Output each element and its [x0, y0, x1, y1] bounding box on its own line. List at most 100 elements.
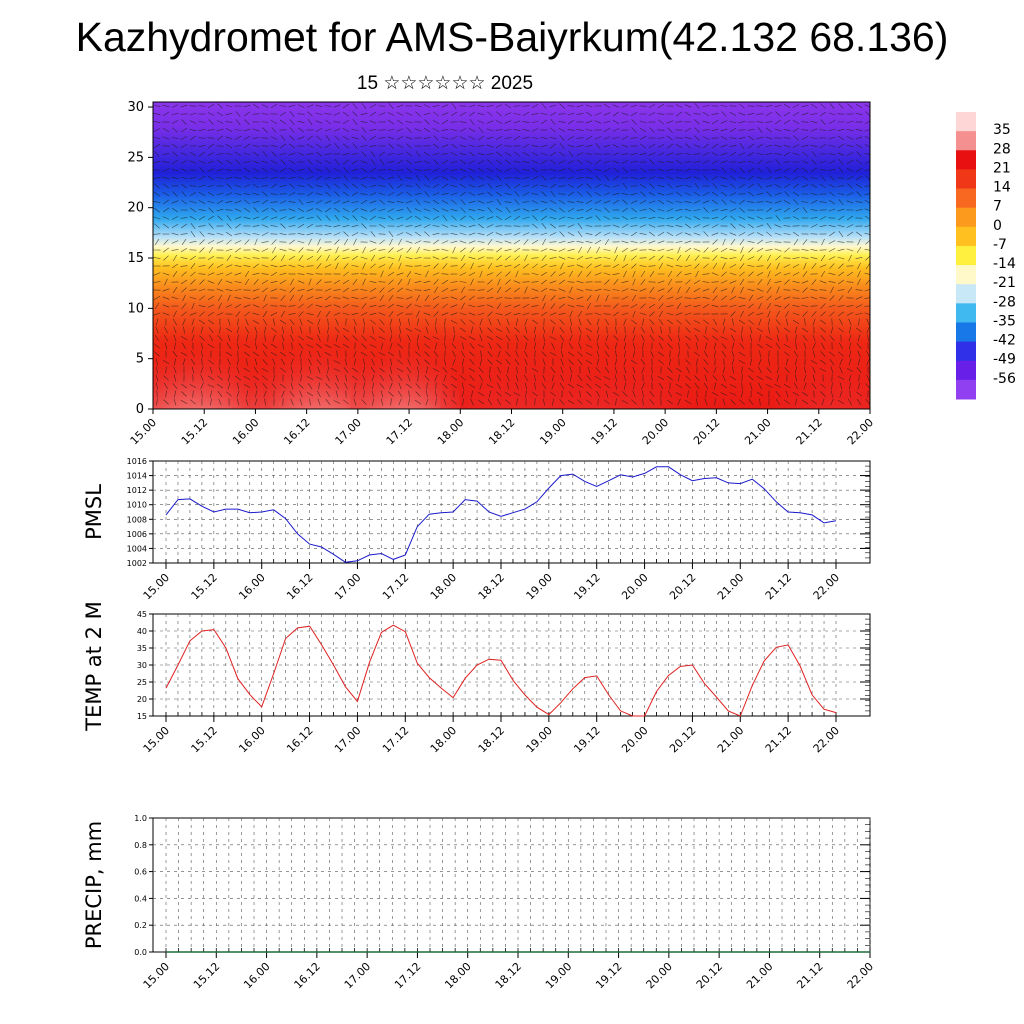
colorbar-label: -35 [993, 313, 1016, 329]
x-tick-label: 18.00 [428, 571, 459, 602]
y-tick-label: 20 [127, 201, 144, 216]
x-tick-label: 16.00 [236, 724, 267, 755]
x-tick-label: 20.12 [667, 724, 698, 755]
x-tick-label: 15.12 [191, 960, 222, 991]
x-tick-label: 20.00 [619, 724, 650, 755]
y-tick-label: 1014 [127, 472, 147, 481]
colorbar-swatch [956, 188, 976, 209]
x-tick-label: 19.00 [524, 571, 555, 602]
series-line [165, 624, 837, 717]
x-tick-label: 17.00 [332, 724, 363, 755]
y-tick-label: 1010 [127, 501, 147, 510]
colorbar-label: 21 [993, 160, 1011, 176]
y-tick-label: 1002 [127, 559, 147, 568]
x-tick-label: 20.00 [644, 960, 675, 991]
y-tick-label: 20 [137, 695, 147, 704]
colorbar-label: 7 [993, 199, 1002, 215]
series-line [165, 466, 837, 563]
x-tick-label: 15.00 [128, 416, 159, 447]
line-panel-2: 15 20 25 30 35 40 45 15.00 15.12 16.00 16.12 17.00 1… [82, 601, 871, 755]
colorbar-swatch [956, 245, 976, 266]
colorbar-swatch [956, 379, 976, 400]
y-axis-label: PMSL [82, 484, 106, 540]
y-tick-label: 1016 [127, 457, 147, 466]
x-tick-label: 18.12 [476, 571, 507, 602]
colorbar-label: 14 [993, 180, 1011, 196]
colorbar-label: -21 [993, 275, 1016, 291]
x-tick-label: 22.00 [811, 724, 842, 755]
x-tick-label: 15.12 [189, 724, 220, 755]
x-tick-label: 21.12 [763, 571, 794, 602]
colorbar-swatch [956, 341, 976, 362]
y-axis-label: PRECIP, mm [82, 821, 106, 949]
colorbar-swatch [956, 150, 976, 170]
colorbar-label: -42 [993, 333, 1016, 349]
x-tick-label: 21.00 [715, 724, 746, 755]
colorbar-swatch [956, 360, 976, 381]
x-tick-label: 19.12 [593, 960, 624, 991]
x-tick-label: 19.00 [543, 960, 574, 991]
x-tick-label: 22.00 [845, 416, 876, 447]
y-tick-label: 35 [137, 644, 147, 653]
colorbar-swatch [956, 226, 976, 247]
x-tick-label: 16.12 [284, 571, 315, 602]
colorbar-swatch [956, 322, 976, 343]
warm-core [350, 324, 460, 409]
x-tick-label: 16.00 [230, 416, 261, 447]
x-tick-label: 18.12 [486, 416, 517, 447]
x-tick-label: 19.12 [589, 416, 620, 447]
y-tick-label: 1004 [127, 544, 147, 553]
y-tick-label: 25 [127, 150, 144, 165]
x-tick-label: 16.12 [284, 724, 315, 755]
wind-barbs [153, 103, 870, 406]
colorbar-label: -56 [993, 371, 1016, 387]
x-tick-label: 15.00 [141, 960, 172, 991]
y-tick-label: 40 [137, 627, 147, 636]
x-tick-label: 21.12 [763, 724, 794, 755]
colorbar-swatch [956, 265, 976, 285]
y-tick-label: 15 [127, 251, 144, 266]
x-tick-label: 16.00 [236, 571, 267, 602]
x-tick-label: 17.00 [333, 416, 364, 447]
colorbar-label: -7 [993, 237, 1007, 253]
x-tick-label: 16.00 [241, 960, 272, 991]
x-tick-label: 20.00 [619, 571, 650, 602]
y-tick-label: 5 [136, 352, 144, 367]
panel-frame [152, 817, 871, 953]
x-tick-label: 18.00 [442, 960, 473, 991]
x-tick-label: 20.12 [691, 416, 722, 447]
warm-core [550, 324, 690, 409]
colorbar-label: -14 [993, 256, 1016, 272]
y-tick-label: 30 [127, 100, 144, 115]
x-tick-label: 18.00 [428, 724, 459, 755]
x-tick-label: 17.12 [384, 416, 415, 447]
colorbar-swatch [956, 284, 976, 304]
x-tick-label: 17.12 [380, 571, 411, 602]
x-tick-label: 19.12 [571, 571, 602, 602]
x-tick-label: 15.00 [141, 571, 172, 602]
cross-section-field [153, 102, 870, 409]
chart-subtitle: 15 ☆☆☆☆☆☆ 2025 [356, 73, 534, 94]
x-tick-label: 21.12 [793, 416, 824, 447]
x-tick-label: 15.12 [189, 571, 220, 602]
x-tick-label: 17.12 [380, 724, 411, 755]
x-tick-label: 19.00 [537, 416, 568, 447]
colorbar-swatch [956, 112, 976, 132]
y-tick-label: 30 [137, 661, 147, 670]
x-tick-label: 21.00 [742, 416, 773, 447]
colorbar-swatch [956, 169, 976, 190]
x-tick-label: 20.00 [640, 416, 671, 447]
colorbar-label: -28 [993, 294, 1016, 310]
x-tick-label: 18.12 [476, 724, 507, 755]
x-tick-label: 15.12 [179, 416, 210, 447]
x-tick-label: 18.00 [435, 416, 466, 447]
y-tick-label: 0 [136, 402, 144, 417]
x-tick-label: 21.00 [744, 960, 775, 991]
colorbar-swatch [956, 207, 976, 228]
x-tick-label: 21.00 [715, 571, 746, 602]
x-tick-label: 15.00 [141, 724, 172, 755]
y-tick-label: 1.0 [134, 814, 147, 823]
x-tick-label: 22.00 [845, 960, 876, 991]
colorbar-label: 35 [993, 122, 1011, 138]
